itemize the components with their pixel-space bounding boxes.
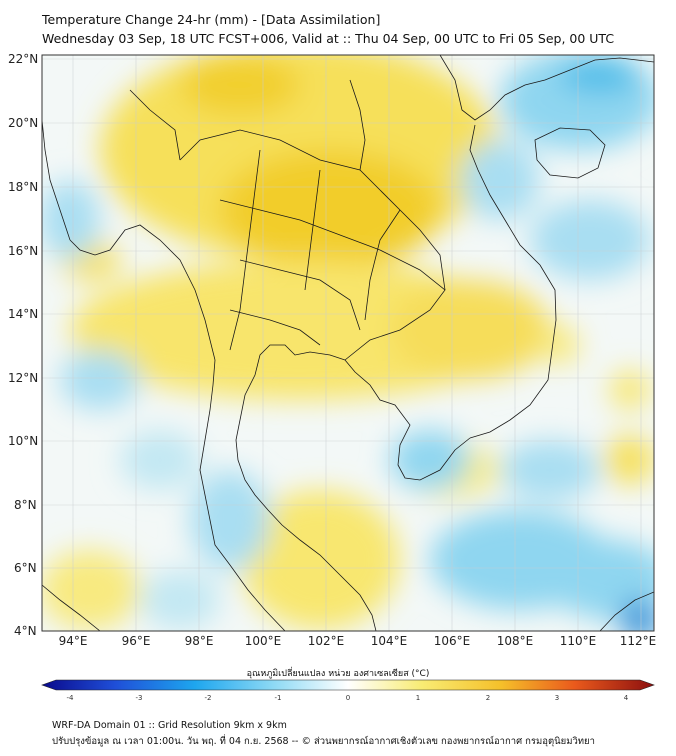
- colorbar-tick: 3: [555, 694, 559, 702]
- latitude-labels: 22°N 20°N 18°N 16°N 14°N 12°N 10°N 8°N 6…: [8, 52, 38, 638]
- footer-model-info: WRF-DA Domain 01 :: Grid Resolution 9km …: [52, 720, 287, 731]
- lon-label: 108°E: [497, 634, 534, 648]
- lat-label: 12°N: [8, 371, 38, 385]
- colorbar-tick: -4: [67, 694, 75, 702]
- temperature-field: [42, 55, 654, 631]
- colorbar-tick: 4: [624, 694, 629, 702]
- lat-label: 6°N: [14, 561, 37, 575]
- colorbar-title: อุณหภูมิเปลี่ยนแปลง หน่วย องศาเซลเซียส (…: [246, 669, 430, 679]
- lon-label: 112°E: [620, 634, 657, 648]
- colorbar-tick: 0: [346, 694, 350, 702]
- lon-label: 100°E: [245, 634, 282, 648]
- colorbar-tick: 1: [416, 694, 420, 702]
- lat-label: 8°N: [14, 498, 37, 512]
- colorbar-tick: -2: [205, 694, 212, 702]
- colorbar-tick: 2: [486, 694, 490, 702]
- lon-label: 98°E: [185, 634, 214, 648]
- graticule: [42, 55, 654, 631]
- lat-label: 22°N: [8, 52, 38, 66]
- lon-label: 96°E: [122, 634, 151, 648]
- colorbar: -4 -3 -2 -1 0 1 2 3 4: [41, 679, 655, 702]
- longitude-labels: 94°E 96°E 98°E 100°E 102°E 104°E 106°E 1…: [59, 634, 657, 648]
- lat-label: 20°N: [8, 116, 38, 130]
- colorbar-gradient: [41, 679, 655, 691]
- map-subtitle: Wednesday 03 Sep, 18 UTC FCST+006, Valid…: [42, 31, 615, 46]
- lon-label: 104°E: [371, 634, 408, 648]
- lon-label: 102°E: [308, 634, 345, 648]
- coastlines: [42, 55, 654, 631]
- colorbar-tick: -3: [136, 694, 143, 702]
- lat-label: 16°N: [8, 244, 38, 258]
- lat-label: 18°N: [8, 180, 38, 194]
- lat-label: 10°N: [8, 434, 38, 448]
- lon-label: 110°E: [560, 634, 597, 648]
- lat-label: 14°N: [8, 307, 38, 321]
- lon-label: 94°E: [59, 634, 88, 648]
- map-frame: [41, 54, 655, 632]
- lat-label: 4°N: [14, 624, 37, 638]
- map-title: Temperature Change 24-hr (mm) - [Data As…: [42, 12, 381, 27]
- footer-credit: ปรับปรุงข้อมูล ณ เวลา 01:00น. วัน พฤ. ที…: [52, 736, 595, 747]
- lon-label: 106°E: [434, 634, 471, 648]
- colorbar-tick: -1: [275, 694, 282, 702]
